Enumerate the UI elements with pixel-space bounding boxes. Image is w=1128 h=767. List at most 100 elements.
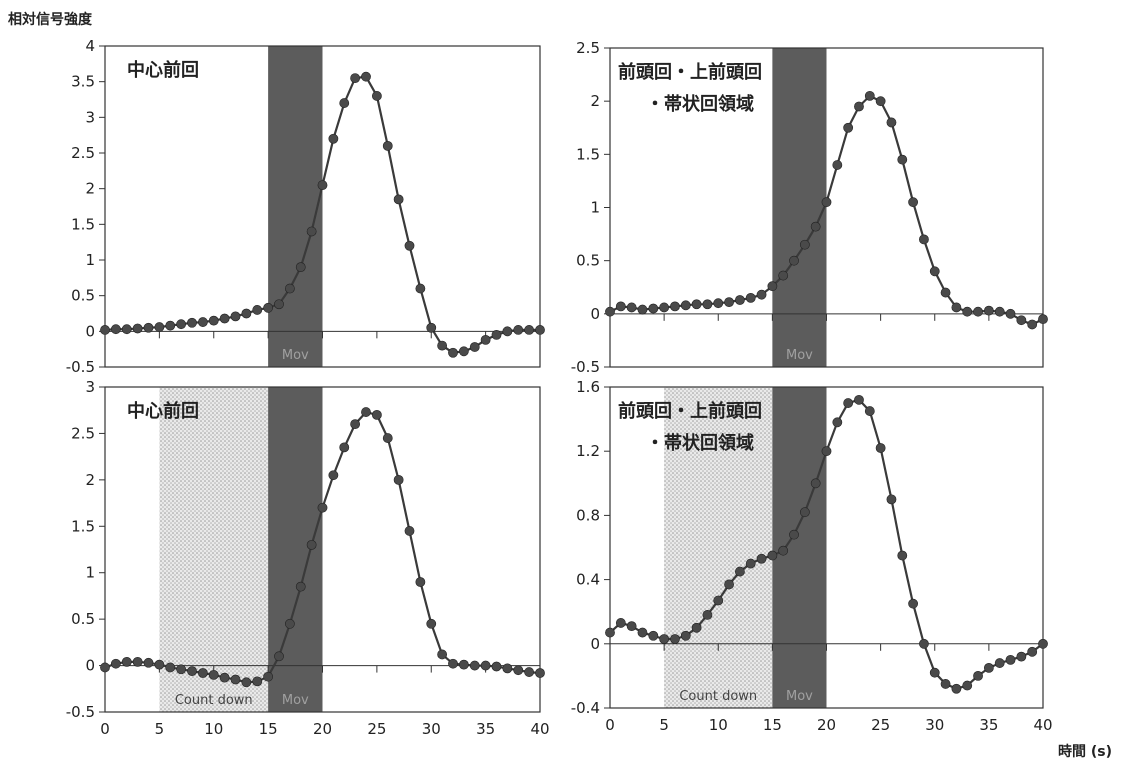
y-tick-label: 3 [85, 378, 95, 396]
data-point [241, 308, 252, 319]
data-point [187, 666, 197, 677]
data-point [350, 73, 361, 83]
data-point [615, 301, 626, 312]
data-point [1005, 654, 1016, 665]
plot-frame [609, 386, 1044, 709]
data-point [165, 662, 176, 673]
x-tick-label: 40 [1033, 716, 1052, 734]
data-point [1016, 651, 1027, 662]
x-tick-label: 15 [763, 716, 782, 734]
x-tick-label: 15 [259, 720, 278, 738]
data-point [799, 507, 810, 518]
panel-title: 前頭回・上前頭回 [618, 400, 762, 422]
data-point [382, 140, 393, 151]
data-point [929, 667, 940, 678]
data-point [994, 658, 1005, 668]
data-point [513, 665, 524, 676]
y-tick-label: 1 [85, 564, 95, 582]
data-point [100, 662, 110, 673]
data-point [121, 324, 132, 335]
data-point [165, 320, 176, 331]
data-point [154, 659, 165, 670]
x-tick-label: 10 [709, 716, 728, 734]
y-tick-label: -0.5 [66, 703, 95, 721]
data-point [680, 300, 691, 311]
data-point [121, 656, 132, 667]
data-point [458, 659, 469, 670]
data-point [350, 419, 361, 430]
y-tick-label: 1.5 [71, 215, 95, 233]
y-tick-label: 0 [590, 635, 600, 653]
x-tick-label: 5 [659, 716, 669, 734]
data-point [799, 239, 810, 250]
data-point [524, 325, 535, 335]
mov-band-label: Mov [786, 689, 813, 704]
data-point [897, 154, 908, 165]
data-point [241, 677, 252, 688]
chart-panel-2: -0.5 0 0.5 1 1.5 2 2.5 Mov 前頭回・上前頭回・帯状回領域 [571, 39, 1048, 376]
x-tick-label: 20 [817, 716, 836, 734]
x-tick-label: 0 [100, 720, 110, 738]
data-point [306, 226, 317, 237]
data-point [821, 446, 832, 457]
data-point [648, 630, 659, 641]
data-point [670, 634, 680, 644]
data-point [919, 638, 929, 649]
data-point [176, 664, 187, 675]
chart-panel-1: -0.5 0 0.5 1 1.5 2 2.5 3 3.5 4 Mov 中心前回 [66, 37, 545, 376]
data-point [940, 287, 951, 298]
panel-subtitle: ・帯状回領域 [646, 432, 754, 454]
y-tick-label: 2 [85, 180, 95, 198]
data-point [810, 478, 821, 489]
data-point [491, 329, 502, 340]
data-point [252, 305, 263, 315]
data-point [983, 662, 994, 673]
x-tick-label: 0 [605, 716, 615, 734]
data-point [637, 627, 648, 638]
data-point [659, 302, 670, 313]
y-tick-label: 0.5 [71, 610, 95, 628]
y-tick-label: -0.5 [66, 358, 95, 376]
mov-band-label: Mov [282, 348, 309, 363]
data-point [843, 122, 854, 133]
data-point [458, 346, 469, 357]
data-point [317, 502, 328, 513]
data-point [864, 90, 875, 101]
y-tick-label: 1 [590, 199, 600, 217]
data-point [1005, 308, 1016, 319]
data-point [735, 295, 745, 305]
data-point [670, 301, 680, 312]
data-point [448, 347, 458, 358]
data-point [154, 322, 165, 332]
y-tick-label: 0 [85, 322, 95, 340]
data-point [393, 474, 404, 485]
data-point [680, 630, 691, 641]
data-point [295, 262, 306, 273]
data-point [875, 443, 886, 453]
data-point [371, 91, 382, 101]
data-point [263, 671, 274, 682]
data-point [197, 317, 208, 327]
data-point [328, 133, 339, 144]
data-point [480, 660, 491, 671]
y-tick-label: 0 [590, 305, 600, 323]
data-point [110, 658, 121, 669]
data-point [702, 610, 713, 620]
data-point [810, 221, 821, 232]
data-point [713, 298, 724, 309]
y-tick-label: 1.5 [576, 145, 600, 163]
data-point [132, 323, 143, 334]
panel-title: 中心前回 [127, 400, 199, 422]
data-point [615, 618, 626, 628]
data-point [524, 667, 535, 677]
data-point [897, 550, 908, 561]
data-point [832, 417, 843, 428]
data-point [361, 71, 371, 82]
data-point [929, 266, 940, 277]
y-tick-label: 3 [85, 108, 95, 126]
data-point [778, 270, 789, 281]
data-point [745, 558, 756, 569]
data-point [502, 663, 513, 674]
countdown-band [159, 387, 269, 712]
